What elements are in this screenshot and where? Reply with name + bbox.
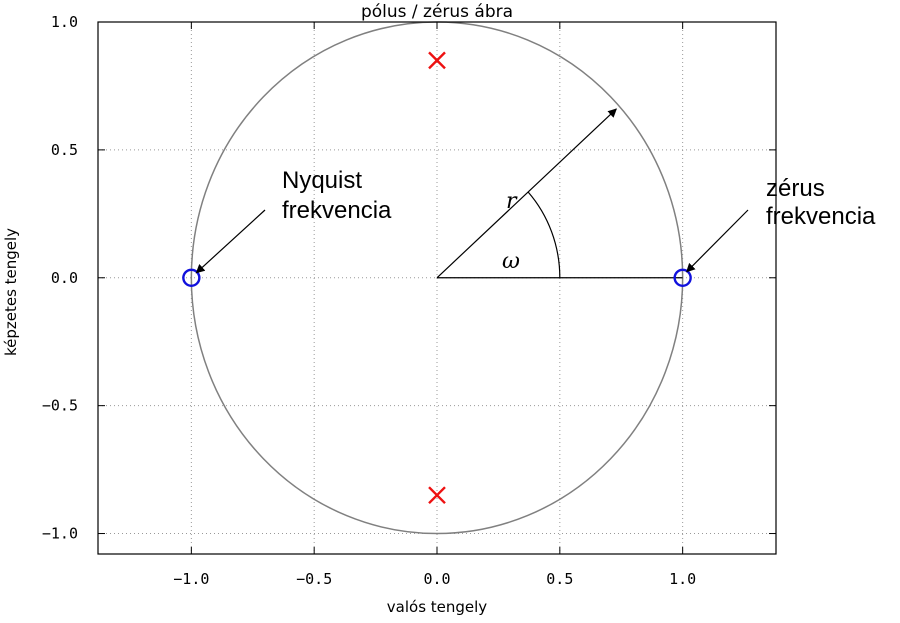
x-tick-label: 1.0 xyxy=(669,570,696,588)
zero-frequency-label-line: zérus xyxy=(766,175,825,202)
x-tick-label: 0.5 xyxy=(546,570,573,588)
y-tick-label: −1.0 xyxy=(42,525,78,543)
x-tick-label: −1.0 xyxy=(173,570,209,588)
nyquist-arrow xyxy=(195,209,266,274)
y-tick-label: −0.5 xyxy=(42,397,78,415)
zero-frequency-label-line: frekvencia xyxy=(766,203,876,230)
x-tick-label: −0.5 xyxy=(296,570,332,588)
x-axis-title: valós tengely xyxy=(387,598,488,616)
pole-marker xyxy=(428,51,446,70)
omega-label: ω xyxy=(502,249,520,274)
nyquist-label: Nyquist frekvencia xyxy=(282,167,392,224)
grid-lines xyxy=(98,21,776,554)
zero-frequency-label: zérus frekvencia xyxy=(766,175,876,230)
pole-stroke xyxy=(428,486,446,505)
zero-marker xyxy=(673,268,692,287)
pole-stroke xyxy=(428,51,446,70)
nyquist-label-line: frekvencia xyxy=(282,197,392,224)
pole-zero-markers xyxy=(182,51,692,505)
y-tick-label: 0.0 xyxy=(51,269,78,287)
y-tick-label: 0.5 xyxy=(51,141,78,159)
y-tick-label: 1.0 xyxy=(51,13,78,31)
angle-arc xyxy=(527,191,561,278)
axis-ticks: −1.0 −0.5 0.0 0.5 1.0 −1.0 −0.5 0.0 0.5 1.0 xyxy=(42,13,776,588)
zero-frequency-arrow xyxy=(686,209,749,273)
r-vector-arrow xyxy=(436,108,617,279)
chart-title: pólus / zérus ábra xyxy=(361,2,513,22)
nyquist-label-line: Nyquist xyxy=(282,167,362,194)
pole-marker xyxy=(428,486,446,505)
vector-geometry xyxy=(436,108,683,279)
zero-marker xyxy=(182,268,201,287)
r-label: r xyxy=(506,189,518,214)
y-axis-title: képzetes tengely xyxy=(2,228,20,356)
x-tick-label: 0.0 xyxy=(423,570,450,588)
